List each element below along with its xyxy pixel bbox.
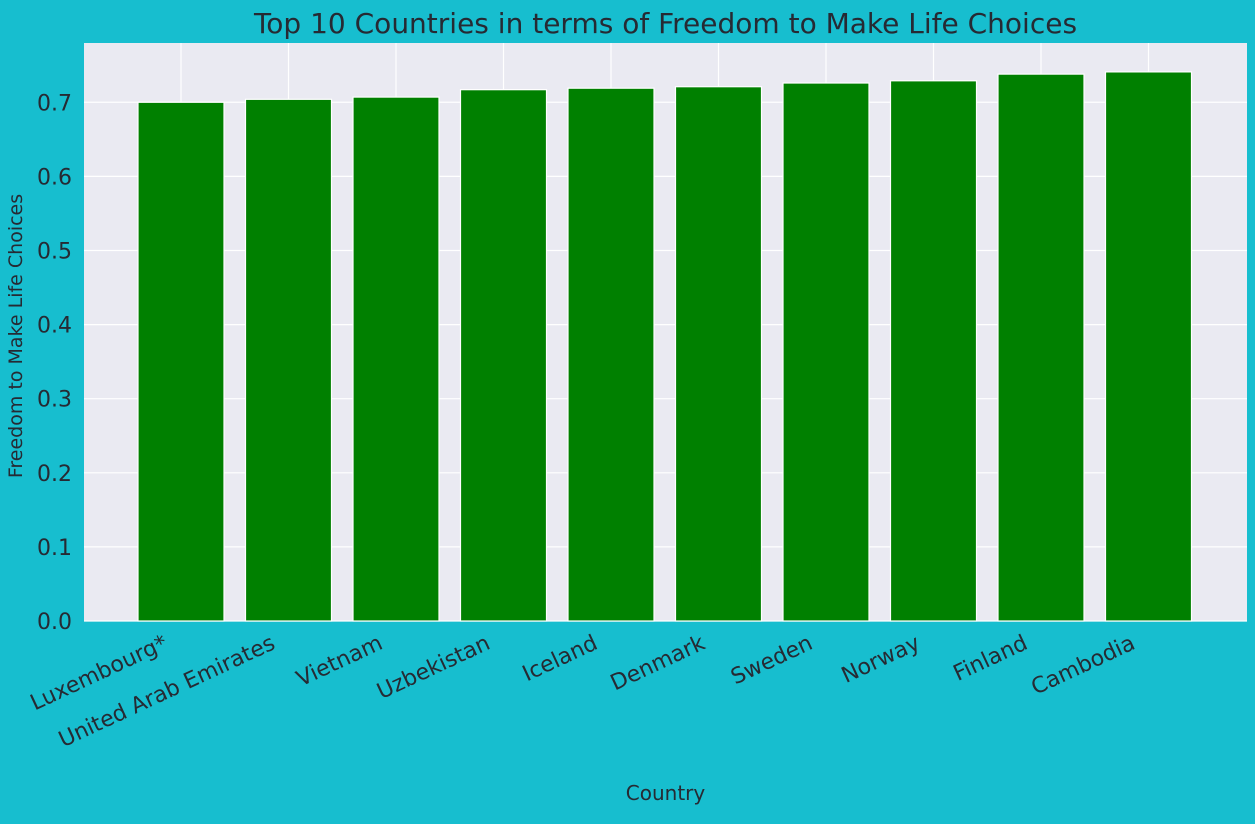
bar — [889, 80, 978, 622]
y-tick-label: 0.6 — [37, 165, 72, 190]
bar — [352, 96, 440, 622]
y-tick-label: 0.2 — [37, 462, 72, 487]
y-tick-label: 0.4 — [37, 314, 72, 339]
bar — [997, 73, 1085, 622]
bars — [137, 71, 1193, 622]
y-tick-label: 0.5 — [37, 239, 72, 264]
bar — [244, 98, 333, 622]
chart-title: Top 10 Countries in terms of Freedom to … — [253, 7, 1077, 40]
bar — [782, 82, 870, 622]
y-tick-label: 0.1 — [37, 536, 72, 561]
y-tick-label: 0.3 — [37, 388, 72, 413]
y-tick-label: 0.0 — [37, 610, 72, 635]
bar — [459, 89, 548, 622]
bar — [567, 87, 655, 622]
x-axis-label: Country — [626, 781, 706, 805]
bar — [674, 86, 763, 622]
y-tick-label: 0.7 — [37, 91, 72, 116]
y-axis-ticks: 0.0 0.1 0.2 0.3 0.4 0.5 0.6 0.7 — [37, 91, 72, 635]
y-axis-label: Freedom to Make Life Choices — [5, 194, 27, 478]
bar — [137, 101, 225, 622]
bar — [1104, 71, 1193, 622]
